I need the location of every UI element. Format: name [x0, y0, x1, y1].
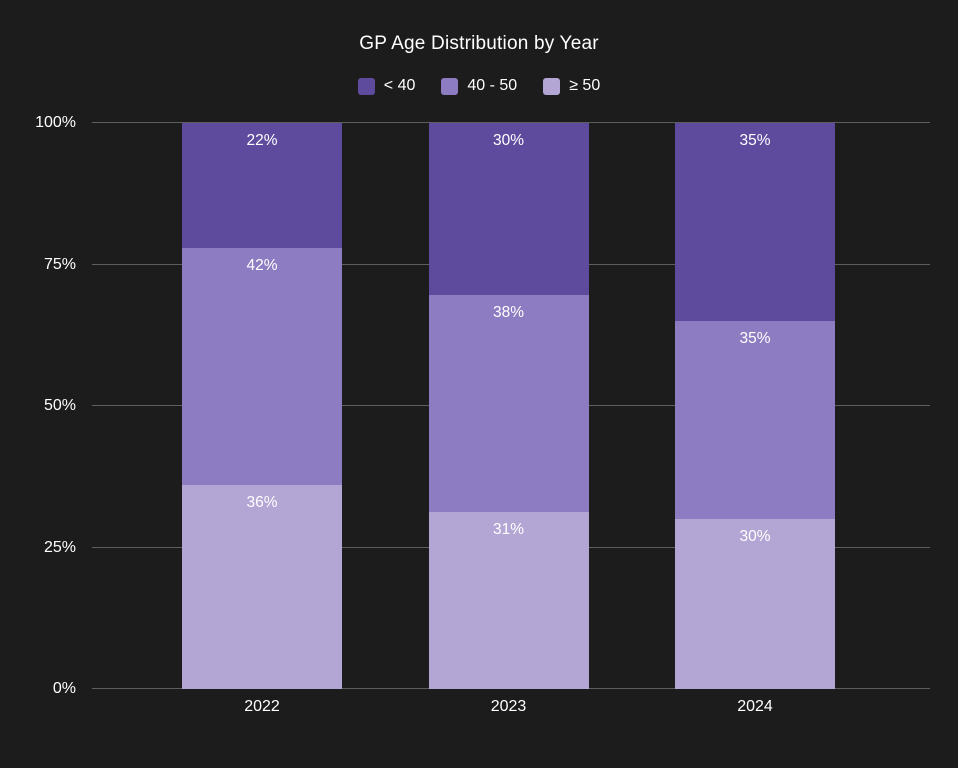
- plot-area: 22% 42% 36% 30% 38% 31% 35% 35% 30%: [92, 122, 930, 689]
- x-axis: 2022 2023 2024: [92, 698, 930, 716]
- y-tick-label: 50%: [43, 397, 76, 414]
- bar-segment[interactable]: 30%: [428, 123, 589, 295]
- segment-value-label: 22%: [246, 132, 278, 149]
- bar-segment[interactable]: 22%: [182, 123, 342, 248]
- bar-segment[interactable]: 38%: [428, 294, 589, 512]
- segment-value-label: 35%: [739, 330, 771, 348]
- y-axis: 0% 25% 50% 75% 100%: [0, 114, 92, 697]
- x-tick-label: 2023: [490, 698, 527, 715]
- bar-segment[interactable]: 36%: [182, 485, 342, 689]
- y-tick-label: 75%: [43, 255, 76, 273]
- segment-value-label: 36%: [246, 494, 278, 512]
- legend: < 40 40 - 50 ≥ 50: [0, 77, 958, 95]
- segment-value-label: 30%: [739, 528, 771, 546]
- bar-2022[interactable]: 22% 42% 36%: [182, 123, 342, 689]
- segment-value-label: 42%: [246, 256, 278, 274]
- x-tick-label: 2024: [737, 698, 773, 715]
- chart-body: 0% 25% 50% 75% 100% 22% 42% 36% 30% 38% 31% 35% 35%…: [35, 114, 930, 697]
- segment-value-label: 30%: [492, 132, 525, 149]
- x-tick-label: 2022: [244, 698, 280, 715]
- chart-title: GP Age Distribution by Year: [359, 33, 599, 54]
- legend-swatch: [441, 77, 459, 95]
- bars-row: 22% 42% 36% 30% 38% 31% 35% 35% 30%: [92, 123, 930, 689]
- legend-label: < 40: [383, 77, 416, 94]
- segment-value-label: 35%: [739, 132, 771, 149]
- bar-segment[interactable]: 31%: [428, 511, 589, 689]
- gridline: [92, 122, 930, 123]
- y-tick-label: 0%: [52, 680, 76, 697]
- legend-item[interactable]: ≥ 50: [543, 77, 600, 95]
- legend-item[interactable]: < 40: [357, 77, 416, 95]
- bar-segment[interactable]: 35%: [675, 123, 835, 322]
- bar-segment[interactable]: 35%: [675, 321, 835, 520]
- y-tick-label: 100%: [35, 114, 76, 131]
- bar-2024[interactable]: 35% 35% 30%: [675, 123, 835, 689]
- legend-label: 40 - 50: [467, 77, 518, 94]
- bar-2023[interactable]: 30% 38% 31%: [428, 123, 589, 689]
- bar-segment[interactable]: 42%: [182, 247, 342, 486]
- legend-swatch: [543, 77, 561, 95]
- legend-swatch: [357, 77, 375, 95]
- segment-value-label: 38%: [492, 303, 525, 321]
- bar-segment[interactable]: 30%: [675, 519, 835, 689]
- y-tick-label: 25%: [43, 538, 76, 556]
- legend-item[interactable]: 40 - 50: [441, 77, 517, 95]
- segment-value-label: 31%: [492, 520, 525, 538]
- legend-label: ≥ 50: [569, 77, 601, 94]
